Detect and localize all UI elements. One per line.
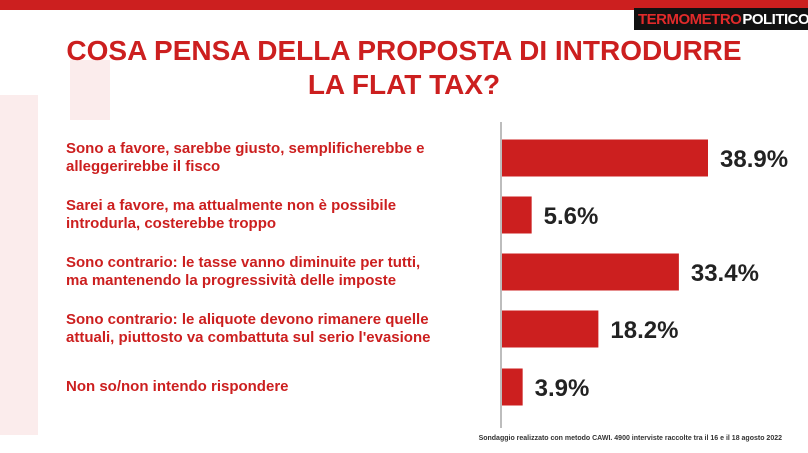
category-label-line: Sarei a favore, ma attualmente non è pos… [66, 197, 397, 214]
value-label-4: 18.2% [610, 317, 678, 344]
category-label-line: introdurla, costerebbe troppo [66, 215, 277, 232]
y-axis-line [500, 122, 502, 428]
bar-3 [502, 253, 679, 291]
logo-part-termometro: TERMOMETRO [638, 10, 742, 28]
bar-2 [502, 196, 532, 234]
value-label-5: 3.9% [535, 375, 590, 402]
termometro-politico-logo: TERMOMETRO POLITICO [634, 8, 808, 30]
category-label-line: Sono contrario: le aliquote devono riman… [66, 311, 429, 328]
category-label-line: Sono contrario: le tasse vanno diminuite… [66, 254, 421, 271]
category-label-line: attuali, piuttosto va combattuta sul ser… [66, 329, 431, 346]
bar-1 [502, 139, 708, 177]
bar-5 [502, 368, 523, 406]
chart-title-line-1: COSA PENSA DELLA PROPOSTA DI INTRODURRE [66, 35, 742, 66]
value-label-2: 5.6% [544, 203, 599, 230]
chart-title-line-2: LA FLAT TAX? [307, 69, 501, 100]
category-label-4: Sono contrario: le aliquote devono riman… [66, 311, 486, 347]
category-label-line: Non so/non intendo rispondere [66, 378, 289, 395]
category-label-1: Sono a favore, sarebbe giusto, semplific… [66, 140, 486, 176]
category-label-3: Sono contrario: le tasse vanno diminuite… [66, 254, 486, 290]
category-label-line: Sono a favore, sarebbe giusto, semplific… [66, 140, 425, 157]
bar-4 [502, 310, 599, 348]
chart-title: COSA PENSA DELLA PROPOSTA DI INTRODURRE … [0, 34, 808, 102]
category-label-line: alleggerirebbe il fisco [66, 158, 221, 175]
background-decoration [70, 60, 110, 120]
top-accent-bar [0, 0, 808, 10]
background-decoration [0, 95, 38, 435]
value-label-3: 33.4% [691, 260, 759, 287]
logo-part-politico: POLITICO [742, 10, 808, 28]
survey-footnote: Sondaggio realizzato con metodo CAWI. 49… [478, 435, 782, 442]
category-label-5: Non so/non intendo rispondere [66, 378, 486, 396]
value-label-1: 38.9% [720, 146, 788, 173]
category-label-2: Sarei a favore, ma attualmente non è pos… [66, 197, 486, 233]
category-label-line: ma mantenendo la progressività delle imp… [66, 272, 397, 289]
